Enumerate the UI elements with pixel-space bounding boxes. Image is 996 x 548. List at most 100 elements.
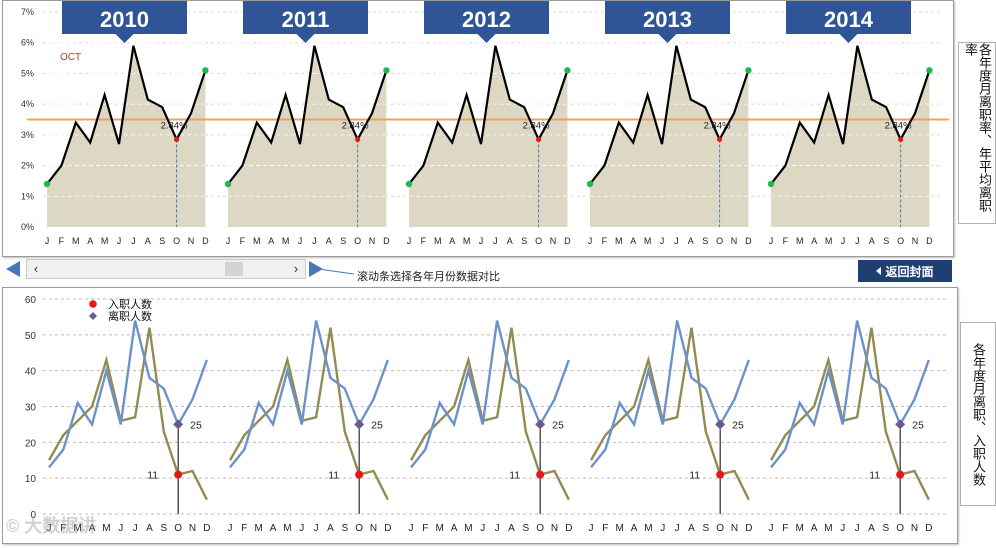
x-tick-label: A (449, 236, 455, 246)
x-tick-label: M (824, 523, 832, 534)
x-tick-label: S (522, 523, 529, 534)
x-tick-label: J (495, 523, 500, 534)
x-tick-label: M (464, 523, 472, 534)
prev-arrow-icon[interactable] (6, 261, 20, 277)
highlight-marker (355, 136, 361, 143)
x-tick-label: J (133, 523, 138, 534)
x-tick-label: J (131, 236, 136, 246)
x-tick-label: A (508, 523, 515, 534)
end-marker (926, 67, 933, 74)
y-tick-label: 30 (25, 403, 37, 414)
x-tick-label: J (660, 236, 665, 246)
x-tick-label: J (407, 236, 412, 246)
leave-highlight-marker (896, 470, 905, 479)
year-badge (424, 1, 549, 43)
year-label: 2010 (100, 7, 149, 32)
leave-highlight-label: 11 (869, 470, 880, 482)
x-tick-label: M (644, 236, 652, 246)
x-tick-label: F (782, 523, 788, 534)
end-marker (202, 67, 209, 74)
x-tick-label: O (716, 236, 723, 246)
x-tick-label: J (314, 523, 319, 534)
x-tick-label: O (535, 236, 542, 246)
x-tick-label: J (769, 236, 774, 246)
x-tick-label: S (160, 523, 167, 534)
x-tick-label: S (702, 236, 708, 246)
leave-highlight-label: 11 (509, 470, 520, 482)
scroll-left-icon[interactable]: ‹ (33, 261, 39, 276)
rate-line (227, 45, 388, 185)
x-tick-label: F (240, 236, 246, 246)
y-tick-label: 50 (25, 331, 37, 342)
y-tick-label: 0 (30, 510, 36, 521)
x-tick-label: A (451, 523, 458, 534)
x-tick-label: M (616, 523, 624, 534)
x-tick-label: D (203, 523, 210, 534)
scroll-thumb[interactable] (225, 262, 243, 276)
x-tick-label: O (536, 523, 544, 534)
hire-highlight-marker (173, 419, 184, 430)
start-marker (405, 180, 413, 188)
x-tick-label: A (507, 236, 513, 246)
y-tick-label: 3% (21, 130, 34, 140)
hire-line (48, 320, 208, 469)
x-tick-label: M (463, 236, 471, 246)
x-tick-label: J (47, 523, 52, 534)
x-tick-label: S (159, 236, 165, 246)
x-tick-label: A (811, 523, 818, 534)
hire-highlight-label: 25 (371, 419, 383, 431)
x-tick-label: M (796, 523, 804, 534)
back-button-label: 返回封面 (885, 264, 934, 279)
next-arrow-icon[interactable] (309, 261, 323, 277)
x-tick-label: D (565, 523, 572, 534)
x-tick-label: D (745, 236, 752, 246)
legend-hire-marker (89, 300, 97, 308)
x-tick-label: M (436, 523, 444, 534)
x-tick-label: O (354, 236, 361, 246)
watermark: © 大数据讲 (6, 516, 97, 536)
x-tick-label: S (341, 523, 348, 534)
month-scrollbar[interactable]: ‹ › (26, 259, 306, 279)
hire-line (410, 320, 570, 469)
leave-highlight-marker (536, 470, 545, 479)
top-chart-panel: 0% 1% 2% 3% 4% 5% 6% 7% 2.84% J F M A M J J A S O N D 2010 2.8… (2, 0, 954, 257)
x-tick-label: M (796, 236, 804, 246)
start-marker (767, 180, 775, 188)
rate-side-label: 各年度月离职率、年平均离职率 (958, 42, 996, 224)
leave-highlight-marker (716, 470, 725, 479)
x-tick-label: M (644, 523, 652, 534)
x-tick-label: S (882, 523, 889, 534)
x-tick-label: A (89, 523, 96, 534)
year-badge (605, 1, 730, 43)
x-tick-label: A (270, 523, 277, 534)
x-tick-label: A (688, 523, 695, 534)
x-tick-label: M (283, 523, 291, 534)
back-to-cover-button[interactable]: 返回封面 (858, 260, 952, 282)
x-tick-label: M (102, 523, 110, 534)
hire-highlight-label: 25 (732, 419, 744, 431)
x-tick-label: A (145, 236, 151, 246)
x-tick-label: N (912, 236, 919, 246)
x-tick-label: J (840, 523, 845, 534)
x-tick-label: O (355, 523, 363, 534)
year-label: 2012 (462, 7, 511, 32)
scroll-right-icon[interactable]: › (293, 261, 299, 276)
x-tick-label: D (745, 523, 752, 534)
start-marker (586, 180, 594, 188)
rate-area (228, 45, 387, 228)
leave-highlight-marker (355, 470, 364, 479)
highlight-marker (717, 136, 723, 143)
hire-highlight-label: 25 (912, 419, 924, 431)
average-value-label: 2.84% (704, 121, 731, 132)
x-tick-label: J (855, 523, 860, 534)
start-marker (224, 180, 232, 188)
year-badge (786, 1, 911, 43)
y-tick-label: 4% (21, 99, 34, 109)
x-tick-label: D (202, 236, 209, 246)
y-tick-label: 1% (21, 191, 34, 201)
average-value-label: 2.84% (885, 121, 912, 132)
start-marker (43, 180, 51, 188)
x-tick-label: M (74, 523, 82, 534)
leave-highlight-marker (174, 470, 183, 479)
x-tick-label: N (731, 236, 738, 246)
